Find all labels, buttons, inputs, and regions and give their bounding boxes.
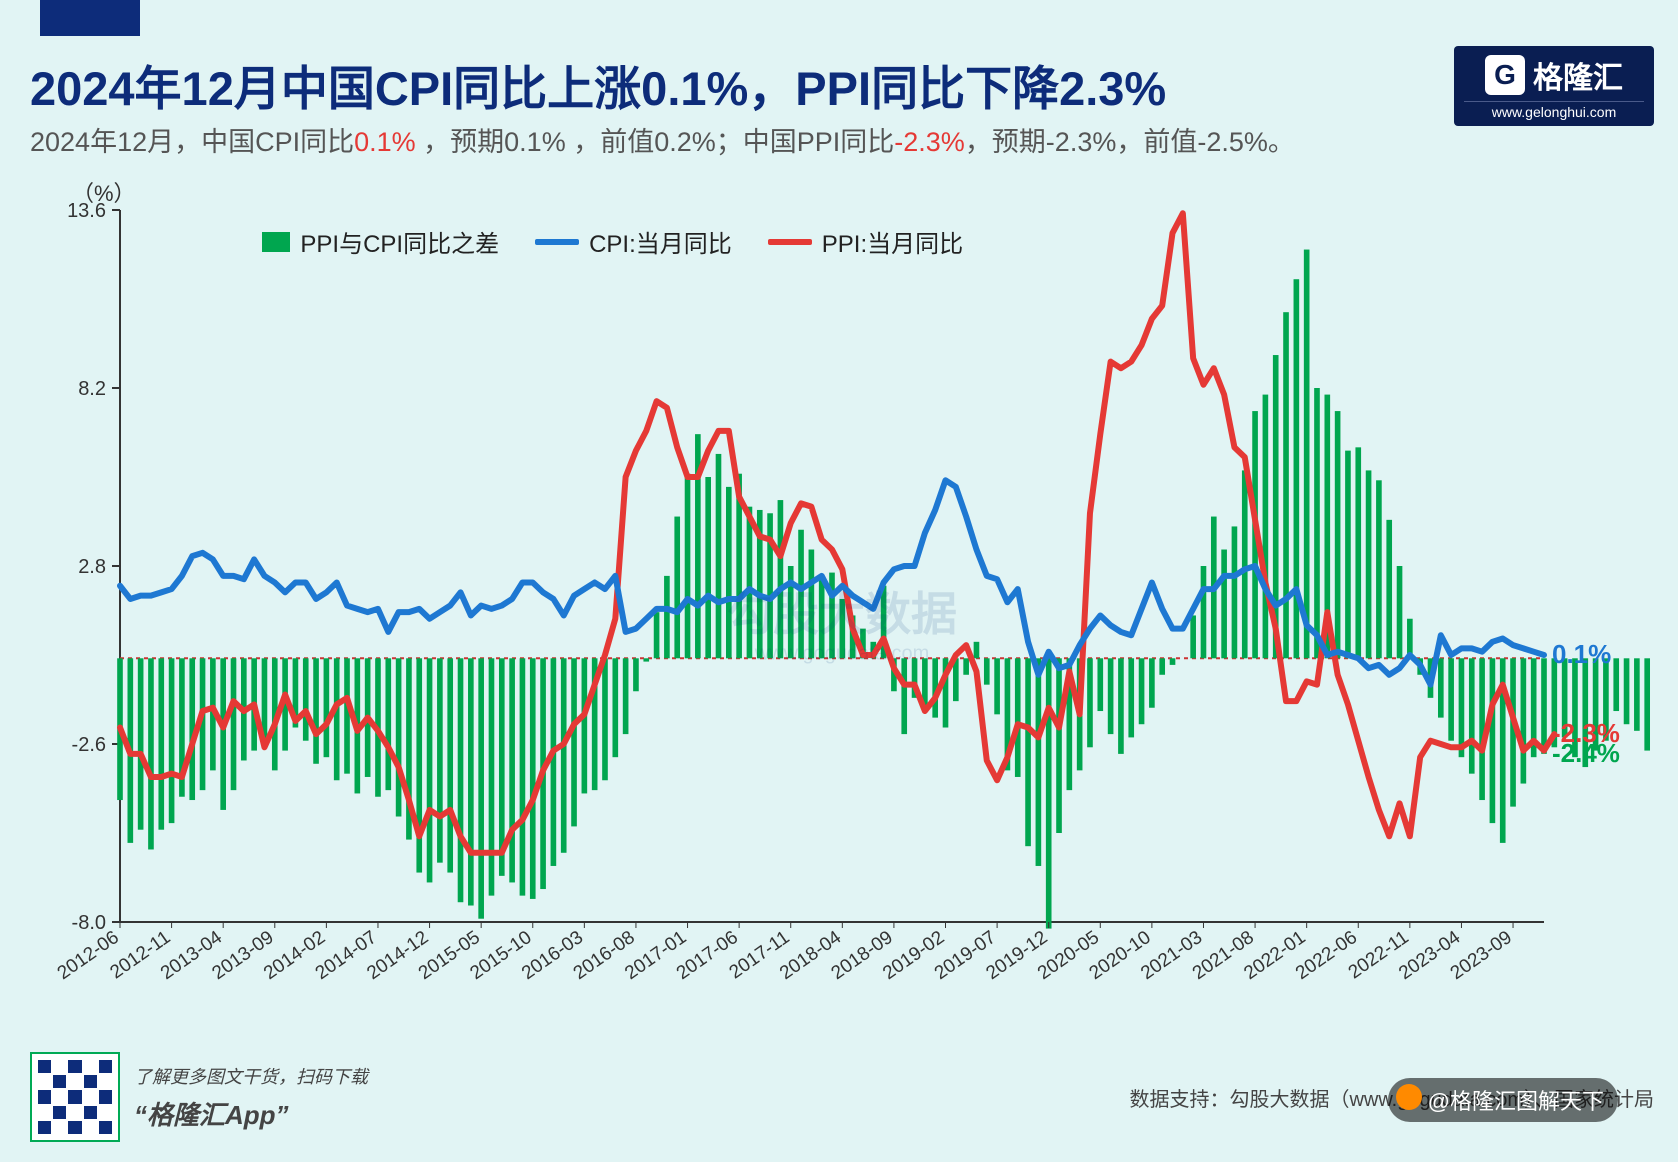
legend-item: PPI:当月同比 bbox=[768, 224, 963, 259]
end-label: 0.1% bbox=[1552, 639, 1611, 670]
chart-svg: -8.0-2.62.88.213.62012-062012-112013-042… bbox=[30, 180, 1654, 1042]
svg-text:-8.0: -8.0 bbox=[72, 912, 106, 934]
chart-title: 2024年12月中国CPI同比上涨0.1%，PPI同比下降2.3% bbox=[30, 50, 1166, 119]
svg-text:-2.6: -2.6 bbox=[72, 734, 106, 756]
brand-letter: G bbox=[1485, 55, 1525, 95]
promo-text: 了解更多图文干货，扫码下载 bbox=[134, 1063, 368, 1089]
chart-subtitle: 2024年12月，中国CPI同比0.1% ，预期0.1% ，前值0.2%；中国P… bbox=[30, 120, 1295, 159]
legend: PPI与CPI同比之差 CPI:当月同比 PPI:当月同比 bbox=[262, 224, 963, 259]
y-axis-unit: （%） bbox=[72, 176, 136, 208]
qr-code bbox=[30, 1052, 120, 1142]
legend-item: CPI:当月同比 bbox=[535, 224, 732, 259]
chart: （%） -8.0-2.62.88.213.62012-062012-112013… bbox=[30, 180, 1654, 1042]
legend-item: PPI与CPI同比之差 bbox=[262, 224, 499, 259]
brand-name: 格隆汇 bbox=[1533, 53, 1623, 97]
brand-url: www.gelonghui.com bbox=[1464, 101, 1644, 120]
svg-text:2.8: 2.8 bbox=[78, 556, 106, 578]
end-label: -2.4% bbox=[1552, 738, 1620, 769]
svg-text:8.2: 8.2 bbox=[78, 378, 106, 400]
brand-logo: G 格隆汇 www.gelonghui.com bbox=[1454, 46, 1654, 126]
weibo-watermark: @格隆汇图解天下 bbox=[1388, 1078, 1618, 1122]
header-tab bbox=[40, 0, 140, 36]
app-name: “格隆汇App” bbox=[134, 1095, 368, 1132]
